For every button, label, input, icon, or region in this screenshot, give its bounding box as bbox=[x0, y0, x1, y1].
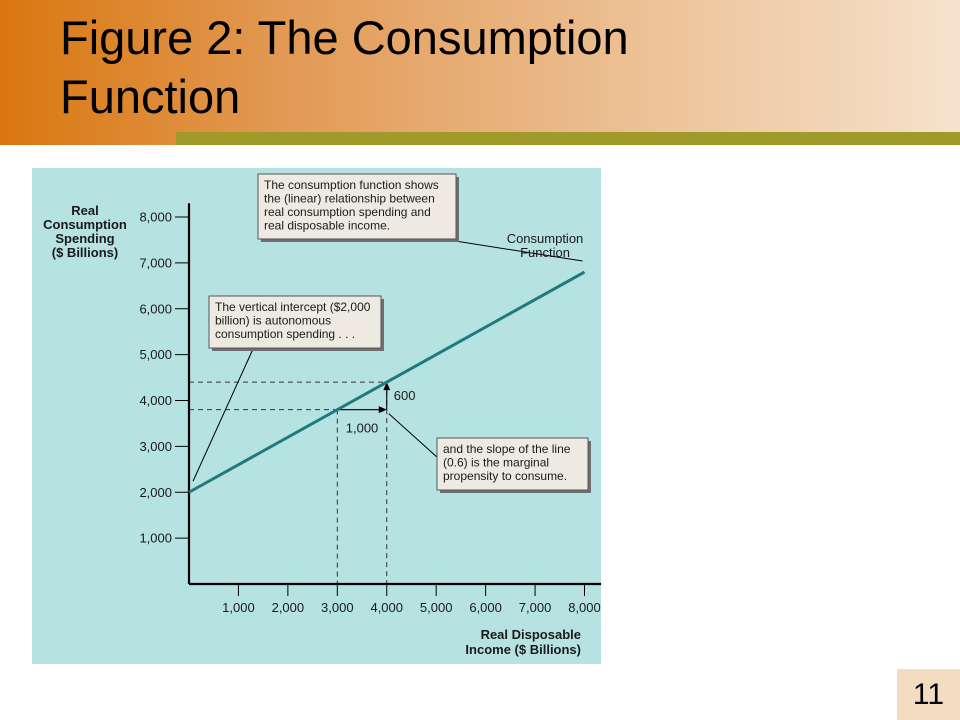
chart-panel: 1,000 600 1,000 2,000 3,000 4,000 5,000 6,000 7… bbox=[32, 168, 601, 664]
series-label-line: Function bbox=[520, 245, 570, 260]
x-tick-label: 8,000 bbox=[568, 600, 601, 615]
slope-callout-text-line: and the slope of the line bbox=[443, 442, 571, 456]
y-tick-label: 4,000 bbox=[139, 393, 172, 408]
y-axis-title-line: ($ Billions) bbox=[52, 245, 118, 260]
x-tick-label: 3,000 bbox=[321, 600, 354, 615]
y-tick-label: 1,000 bbox=[139, 531, 172, 546]
y-axis-title-line: Consumption bbox=[43, 217, 127, 232]
x-tick-label: 2,000 bbox=[272, 600, 305, 615]
page-number: 11 bbox=[897, 669, 960, 720]
title-banner bbox=[0, 0, 960, 145]
intercept-callout-box bbox=[208, 295, 382, 349]
title-underline-bar bbox=[176, 132, 960, 145]
top-callout-text-line: real disposable income. bbox=[264, 219, 390, 233]
top-callout-text-line: The consumption function shows bbox=[264, 178, 439, 192]
chart-background bbox=[32, 168, 601, 664]
y-tick-label: 7,000 bbox=[139, 255, 172, 270]
guide-lines: 1,000 600 bbox=[189, 381, 416, 584]
y-tick-label: 5,000 bbox=[139, 347, 172, 362]
x-tick-label: 7,000 bbox=[519, 600, 552, 615]
x-tick-label: 6,000 bbox=[469, 600, 502, 615]
intercept-callout-text-line: consumption spending . . . bbox=[215, 327, 355, 341]
slide-title-line-2: Function bbox=[60, 70, 241, 123]
x-ticks: 1,000 2,000 3,000 4,000 5,000 6,000 7,000 8,000 bbox=[222, 584, 601, 615]
intercept-callout-text-line: The vertical intercept ($2,000 bbox=[215, 300, 371, 314]
consumption-function-line bbox=[188, 270, 586, 494]
y-tick-label: 2,000 bbox=[139, 485, 172, 500]
intercept-callout-text-line: billion) is autonomous bbox=[215, 314, 331, 328]
x-axis-title-line: Income ($ Billions) bbox=[465, 642, 581, 657]
rise-label: 600 bbox=[394, 388, 416, 403]
x-tick-label: 5,000 bbox=[420, 600, 453, 615]
slope-callout-box bbox=[436, 437, 589, 491]
y-ticks: 1,000 2,000 3,000 4,000 5,000 6,000 7,000 8,000 bbox=[139, 210, 189, 546]
x-tick-label: 4,000 bbox=[370, 600, 403, 615]
run-arrowhead bbox=[378, 406, 387, 414]
top-callout-box bbox=[257, 173, 457, 240]
intercept-callout-leader bbox=[192, 348, 254, 482]
y-tick-label: 3,000 bbox=[139, 439, 172, 454]
slide-title: Figure 2: The Consumption Function bbox=[60, 8, 880, 126]
series-label-line: Consumption bbox=[507, 231, 584, 246]
top-callout-text-line: real consumption spending and bbox=[264, 205, 431, 219]
slope-callout-text-line: (0.6) is the marginal bbox=[443, 456, 549, 470]
rise-arrowhead bbox=[383, 382, 391, 391]
consumption-function-chart: 1,000 600 1,000 2,000 3,000 4,000 5,000 6,000 7… bbox=[32, 168, 601, 664]
y-tick-label: 6,000 bbox=[139, 301, 172, 316]
y-axis-title-line: Spending bbox=[55, 231, 114, 246]
x-tick-label: 1,000 bbox=[222, 600, 255, 615]
slope-callout-leader bbox=[388, 413, 439, 459]
y-axis-title-line: Real bbox=[71, 203, 98, 218]
top-callout-text-line: the (linear) relationship between bbox=[264, 192, 435, 206]
slope-callout-text-line: propensity to consume. bbox=[443, 469, 567, 483]
y-tick-label: 8,000 bbox=[139, 210, 172, 225]
x-axis-title-line: Real Disposable bbox=[481, 627, 581, 642]
slide-title-line-1: Figure 2: The Consumption bbox=[60, 11, 629, 64]
run-label: 1,000 bbox=[346, 421, 379, 436]
